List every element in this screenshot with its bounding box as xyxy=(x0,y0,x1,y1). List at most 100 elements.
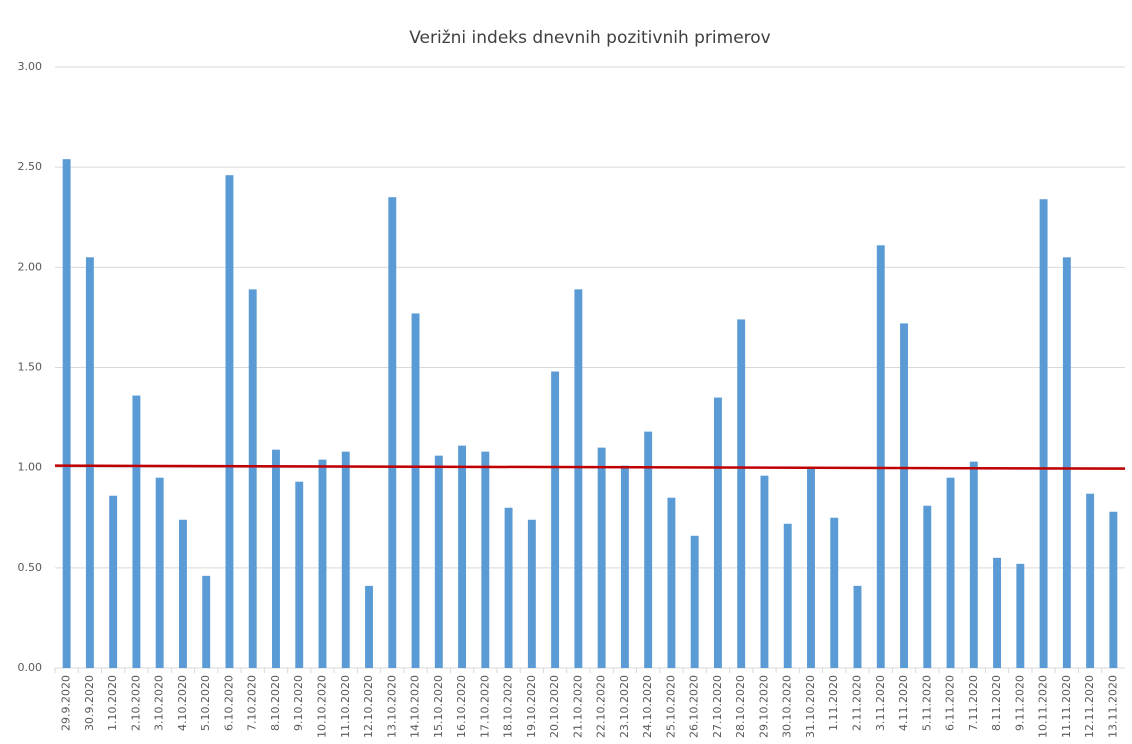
bar xyxy=(434,455,443,668)
bar xyxy=(1086,493,1095,668)
x-tick-label: 4.10.2020 xyxy=(176,675,189,731)
bar xyxy=(318,459,327,668)
x-tick-label: 11.10.2020 xyxy=(339,675,352,738)
bar xyxy=(248,289,257,668)
x-tick-label: 8.11.2020 xyxy=(990,675,1003,731)
bar xyxy=(527,519,536,668)
x-tick-label: 10.10.2020 xyxy=(316,675,329,738)
x-tick-label: 19.10.2020 xyxy=(525,675,538,738)
bar xyxy=(807,467,815,668)
bar xyxy=(411,313,420,668)
x-tick-label: 17.10.2020 xyxy=(478,675,491,738)
x-tick-label: 22.10.2020 xyxy=(595,675,608,738)
x-tick-label: 4.11.2020 xyxy=(897,675,910,731)
x-tick-label: 1.10.2020 xyxy=(106,675,119,731)
bar xyxy=(946,477,955,668)
y-tick-label: 0.00 xyxy=(18,661,43,674)
bar xyxy=(481,451,490,668)
bar xyxy=(574,289,583,668)
x-tick-label: 30.9.2020 xyxy=(83,675,96,731)
y-tick-label: 2.00 xyxy=(18,260,43,273)
bar xyxy=(876,245,885,668)
x-tick-label: 7.10.2020 xyxy=(246,675,259,731)
bar xyxy=(109,495,118,668)
x-tick-label: 20.10.2020 xyxy=(548,675,561,738)
x-tick-label: 9.11.2020 xyxy=(1013,675,1026,731)
x-tick-label: 6.10.2020 xyxy=(222,675,235,731)
x-tick-label: 1.11.2020 xyxy=(827,675,840,731)
x-tick-label: 29.10.2020 xyxy=(757,675,770,738)
bar xyxy=(295,481,304,668)
x-tick-label: 2.10.2020 xyxy=(129,675,142,731)
bar xyxy=(1062,257,1071,668)
x-tick-label: 7.11.2020 xyxy=(967,675,980,731)
bar xyxy=(853,585,862,668)
bar xyxy=(644,431,653,668)
x-tick-label: 13.10.2020 xyxy=(385,675,398,738)
x-tick-label: 21.10.2020 xyxy=(571,675,584,738)
x-tick-label: 5.11.2020 xyxy=(920,675,933,731)
x-tick-label: 12.10.2020 xyxy=(362,675,375,738)
bar xyxy=(341,451,350,668)
bar xyxy=(737,319,746,668)
bar xyxy=(667,497,676,668)
x-tick-label: 14.10.2020 xyxy=(409,675,422,738)
x-tick-label: 5.10.2020 xyxy=(199,675,212,731)
x-tick-label: 12.11.2020 xyxy=(1083,675,1096,738)
bar xyxy=(458,445,467,668)
bar xyxy=(225,175,234,668)
bar xyxy=(620,465,629,668)
bar xyxy=(132,395,141,668)
y-tick-label: 2.50 xyxy=(18,160,43,173)
bar xyxy=(178,519,187,668)
bar xyxy=(1109,511,1118,668)
x-tick-label: 30.10.2020 xyxy=(781,675,794,738)
x-tick-label: 13.11.2020 xyxy=(1106,675,1119,738)
x-tick-label: 3.10.2020 xyxy=(153,675,166,731)
bar xyxy=(272,449,280,668)
x-tick-label: 23.10.2020 xyxy=(618,675,631,738)
x-tick-label: 26.10.2020 xyxy=(688,675,701,738)
x-tick-label: 10.11.2020 xyxy=(1037,675,1050,738)
x-tick-label: 24.10.2020 xyxy=(641,675,654,738)
chart-title: Verižni indeks dnevnih pozitivnih primer… xyxy=(409,28,770,48)
bar xyxy=(85,257,94,668)
bar xyxy=(388,197,397,668)
bar xyxy=(830,517,839,668)
y-tick-label: 0.50 xyxy=(18,561,43,574)
x-tick-label: 6.11.2020 xyxy=(944,675,957,731)
bar xyxy=(713,397,722,668)
bar xyxy=(1039,199,1048,668)
y-tick-label: 1.50 xyxy=(18,361,43,374)
bar xyxy=(900,323,908,668)
x-tick-label: 29.9.2020 xyxy=(60,675,73,731)
x-tick-label: 9.10.2020 xyxy=(292,675,305,731)
x-tick-label: 25.10.2020 xyxy=(664,675,677,738)
bar xyxy=(969,461,978,668)
x-tick-label: 28.10.2020 xyxy=(734,675,747,738)
x-tick-label: 3.11.2020 xyxy=(874,675,887,731)
x-tick-label: 11.11.2020 xyxy=(1060,675,1073,738)
bar xyxy=(1016,563,1025,668)
x-tick-label: 2.11.2020 xyxy=(851,675,864,731)
bar xyxy=(155,477,164,668)
bar xyxy=(690,535,699,668)
bar xyxy=(202,575,211,668)
bar xyxy=(760,475,769,668)
x-tick-label: 27.10.2020 xyxy=(711,675,724,738)
bar xyxy=(551,371,560,668)
y-tick-label: 3.00 xyxy=(18,60,43,73)
x-tick-label: 15.10.2020 xyxy=(432,675,445,738)
bar xyxy=(504,507,513,668)
x-tick-label: 18.10.2020 xyxy=(502,675,515,738)
x-tick-label: 16.10.2020 xyxy=(455,675,468,738)
bar xyxy=(365,585,373,668)
x-tick-label: 31.10.2020 xyxy=(804,675,817,738)
bar xyxy=(62,159,71,669)
bar xyxy=(993,557,1002,668)
bar xyxy=(597,447,606,668)
y-tick-label: 1.00 xyxy=(18,461,43,474)
bar xyxy=(783,523,792,668)
x-tick-label: 8.10.2020 xyxy=(269,675,282,731)
